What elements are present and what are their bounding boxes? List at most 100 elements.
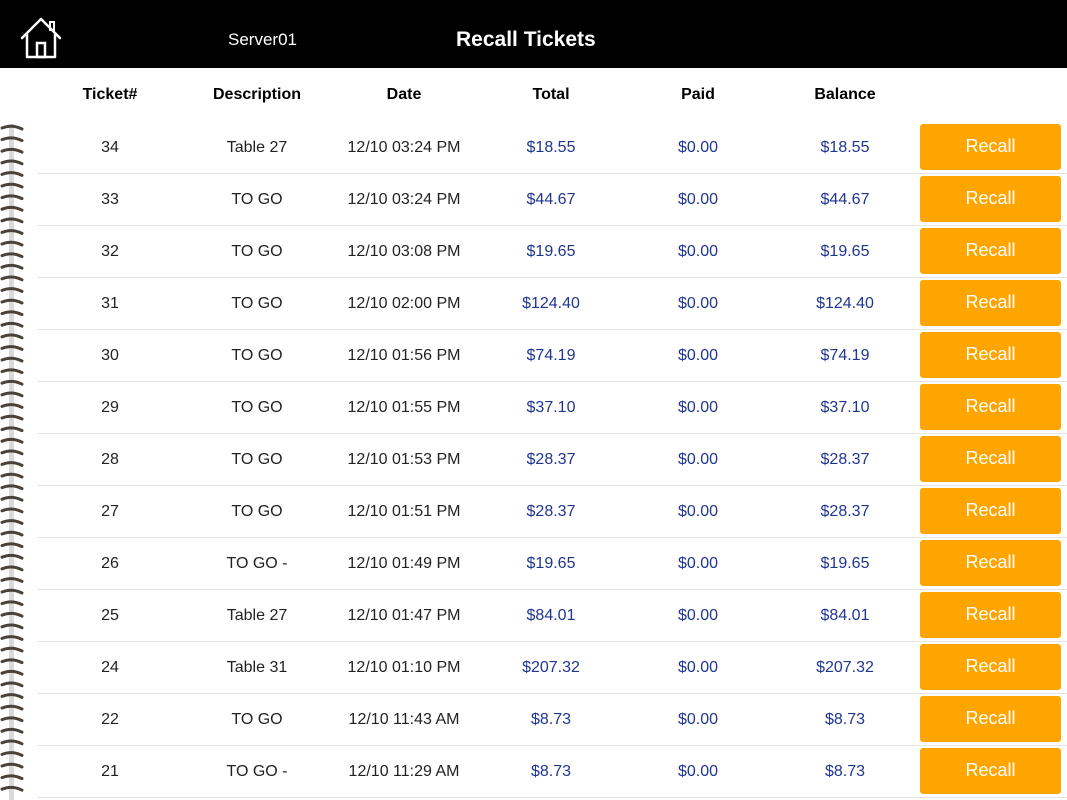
cell-balance: $19.65	[820, 555, 870, 572]
binding-ring	[0, 530, 24, 537]
header-paid: Paid	[681, 86, 715, 103]
cell-total: $84.01	[526, 607, 576, 624]
binding-ring	[0, 310, 24, 317]
binding-ring	[0, 333, 24, 340]
cell-total: $37.10	[526, 399, 576, 416]
binding-ring	[0, 391, 24, 398]
recall-button[interactable]: Recall	[920, 280, 1061, 326]
binding-ring	[0, 136, 24, 143]
binding-ring	[0, 693, 24, 699]
binding-ring	[0, 519, 24, 525]
row-divider	[37, 485, 1067, 486]
recall-button[interactable]: Recall	[920, 696, 1061, 742]
cell-balance: $207.32	[816, 659, 874, 676]
cell-total: $207.32	[522, 659, 580, 676]
table-row: 24 Table 31 12/10 01:10 PM $207.32 $0.00 $207…	[0, 642, 1067, 694]
binding-ring	[0, 611, 24, 618]
recall-button[interactable]: Recall	[920, 436, 1061, 482]
recall-button[interactable]: Recall	[920, 592, 1061, 638]
binding-ring	[0, 449, 24, 456]
binding-ring	[0, 716, 24, 723]
binding-ring	[0, 739, 24, 746]
table-row: 29 TO GO 12/10 01:55 PM $37.10 $0.00 $37.10 Re…	[0, 382, 1067, 434]
cell-balance: $8.73	[824, 711, 866, 728]
cell-total: $19.65	[526, 555, 576, 572]
binding-ring	[0, 287, 24, 293]
cell-balance: $18.55	[820, 139, 870, 156]
recall-button[interactable]: Recall	[920, 540, 1061, 586]
binding-ring	[0, 588, 24, 595]
cell-ticket: 29	[101, 399, 119, 416]
binding-ring	[0, 147, 24, 154]
cell-date: 12/10 01:10 PM	[347, 659, 461, 676]
binding-ring	[0, 785, 24, 792]
cell-date: 12/10 02:00 PM	[347, 295, 461, 312]
row-divider	[37, 589, 1067, 590]
cell-date: 12/10 01:53 PM	[347, 451, 461, 468]
binding-ring	[0, 553, 24, 560]
binding-ring	[0, 762, 24, 769]
binding-ring	[0, 472, 24, 479]
binding-ring	[0, 275, 24, 282]
cell-date: 12/10 01:56 PM	[347, 347, 461, 364]
binding-ring	[0, 368, 24, 375]
binding-ring	[0, 263, 24, 270]
cell-balance: $28.37	[820, 503, 870, 520]
binding-ring	[0, 495, 24, 502]
cell-ticket: 31	[101, 295, 119, 312]
table-row: 34 Table 27 12/10 03:24 PM $18.55 $0.00 $18.5…	[0, 122, 1067, 174]
server-name: Server01	[228, 30, 297, 49]
binding-ring	[0, 507, 24, 514]
cell-ticket: 34	[101, 139, 119, 156]
recall-button[interactable]: Recall	[920, 124, 1061, 170]
recall-button[interactable]: Recall	[920, 384, 1061, 430]
binding-ring	[0, 704, 24, 711]
cell-description: TO GO	[231, 503, 283, 520]
header-date: Date	[386, 86, 422, 103]
cell-balance: $37.10	[820, 399, 870, 416]
cell-paid: $0.00	[677, 139, 719, 156]
cell-description: TO GO -	[226, 555, 288, 572]
cell-ticket: 22	[101, 711, 119, 728]
cell-date: 12/10 11:29 AM	[348, 763, 460, 780]
cell-total: $28.37	[526, 451, 576, 468]
recall-button[interactable]: Recall	[920, 176, 1061, 222]
table-row: 26 TO GO - 12/10 01:49 PM $19.65 $0.00 $19.65…	[0, 538, 1067, 590]
binding-ring	[0, 182, 24, 189]
table-row: 30 TO GO 12/10 01:56 PM $74.19 $0.00 $74.19 Re…	[0, 330, 1067, 382]
top-bar: Server01 Recall Tickets	[0, 0, 1067, 68]
recall-button[interactable]: Recall	[920, 332, 1061, 378]
cell-total: $8.73	[530, 763, 572, 780]
table-row: 32 TO GO 12/10 03:08 PM $19.65 $0.00 $19.65 Re…	[0, 226, 1067, 278]
recall-button[interactable]: Recall	[920, 488, 1061, 534]
binding-ring	[0, 205, 24, 212]
binding-ring	[0, 681, 24, 688]
cell-description: Table 27	[226, 607, 288, 624]
binding-ring	[0, 321, 24, 328]
row-divider	[37, 693, 1067, 694]
recall-button[interactable]: Recall	[920, 228, 1061, 274]
cell-ticket: 30	[101, 347, 119, 364]
cell-paid: $0.00	[677, 295, 719, 312]
row-divider	[37, 225, 1067, 226]
cell-paid: $0.00	[677, 607, 719, 624]
recall-button[interactable]: Recall	[920, 748, 1061, 794]
table-row: 31 TO GO 12/10 02:00 PM $124.40 $0.00 $124.40…	[0, 278, 1067, 330]
cell-ticket: 25	[101, 607, 119, 624]
cell-date: 12/10 03:24 PM	[347, 139, 461, 156]
table-row: 21 TO GO - 12/10 11:29 AM $8.73 $0.00 $8.73 Re…	[0, 746, 1067, 798]
binding-ring	[0, 646, 24, 653]
table-row: 25 Table 27 12/10 01:47 PM $84.01 $0.00 $84.0…	[0, 590, 1067, 642]
table-header: Ticket# Description Date Total Paid Bala…	[37, 86, 1067, 110]
cell-paid: $0.00	[677, 503, 719, 520]
cell-description: Table 27	[226, 139, 288, 156]
recall-button[interactable]: Recall	[920, 644, 1061, 690]
cell-paid: $0.00	[677, 451, 719, 468]
cell-date: 12/10 03:08 PM	[347, 243, 461, 260]
cell-ticket: 33	[101, 191, 119, 208]
home-button[interactable]	[18, 16, 64, 60]
cell-balance: $44.67	[820, 191, 870, 208]
row-divider	[37, 745, 1067, 746]
cell-ticket: 24	[101, 659, 119, 676]
page-title: Recall Tickets	[456, 28, 596, 51]
